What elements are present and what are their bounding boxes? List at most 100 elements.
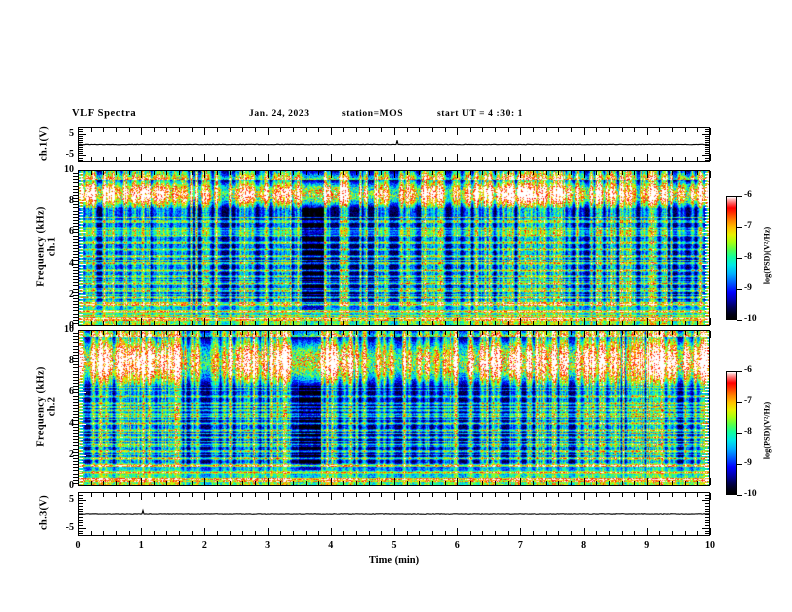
x-tick	[217, 493, 219, 497]
x-tick	[507, 157, 509, 161]
x-tick	[115, 493, 117, 497]
x-tick	[330, 128, 332, 135]
x-tick	[684, 128, 686, 132]
x-tick	[356, 331, 358, 335]
ch1-volt-y-tick	[705, 148, 709, 150]
x-tick	[621, 128, 623, 132]
x-tick	[381, 128, 383, 132]
x-tick	[153, 531, 155, 535]
x-tick	[634, 321, 636, 325]
x-tick	[330, 493, 332, 500]
ch2-freq-y-tick	[79, 429, 83, 431]
x-tick	[419, 157, 421, 161]
ch2-freq-y-tick	[705, 482, 709, 484]
ch1-freq-y-tick	[79, 176, 83, 178]
x-tick	[394, 493, 395, 500]
ch2-freq-y-tick	[705, 464, 709, 466]
x-tick-label: 3	[265, 540, 271, 551]
x-tick	[520, 128, 522, 135]
x-tick	[621, 531, 623, 535]
x-tick	[115, 321, 117, 325]
ch1-freq-y-tick	[79, 282, 83, 284]
ch3-volt-y-tick	[79, 505, 83, 507]
x-tick	[406, 481, 408, 485]
ch2-freq-y-tick	[79, 461, 83, 463]
ch1-colorbar-tick	[737, 258, 742, 259]
x-tick	[697, 531, 699, 535]
ch2-freq-y-tick	[705, 395, 709, 397]
x-tick-label: 7	[517, 540, 523, 551]
ch2-freq-y-tick	[79, 436, 83, 438]
ch1-freq-y-tick	[79, 260, 83, 262]
ch2-freq-y-tick-outer	[73, 451, 78, 453]
ch1-freq-y-tick	[79, 229, 83, 231]
x-tick	[596, 493, 598, 497]
x-tick	[356, 171, 358, 175]
ch2-freq-y-tick	[705, 457, 709, 459]
x-tick	[115, 531, 117, 535]
ch2-freq-y-tick-outer	[73, 336, 78, 338]
x-tick	[406, 321, 408, 325]
x-tick	[710, 493, 711, 500]
ch2-freq-y-tick	[79, 423, 86, 425]
x-tick	[495, 531, 497, 535]
ch2-freq-y-tick-outer	[73, 482, 78, 484]
ch2-freq-y-tick	[79, 386, 83, 388]
x-tick	[545, 128, 547, 132]
x-tick	[419, 331, 421, 335]
x-tick	[153, 481, 155, 485]
x-tick	[305, 493, 307, 497]
ch2-freq-y-tick	[79, 401, 83, 403]
ch1-volt-y-tick	[79, 146, 83, 148]
x-tick	[558, 331, 560, 335]
x-tick	[495, 128, 497, 132]
x-tick	[254, 481, 256, 485]
x-tick	[318, 493, 320, 497]
ch2-freq-y-tick-outer	[73, 423, 78, 425]
x-tick	[608, 157, 610, 161]
x-tick	[596, 531, 598, 535]
ch2-freq-y-tick	[79, 442, 83, 444]
ch1-freq-y-tick	[705, 301, 709, 303]
ch1-freq-y-tick-outer	[73, 322, 78, 324]
ch1-freq-y-tick-outer	[73, 254, 78, 256]
x-tick	[267, 331, 269, 338]
x-tick	[672, 157, 674, 161]
ch2-frequency-axis-label-line2: Frequency (kHz)	[35, 366, 47, 447]
x-tick	[103, 157, 105, 161]
x-tick	[469, 331, 471, 335]
x-tick	[520, 318, 522, 325]
ch2-colorbar-label: log(PSD)(V²/Hz)	[762, 401, 772, 460]
x-tick	[292, 481, 294, 485]
ch1-freq-y-tick	[705, 241, 709, 243]
ch1-freq-y-tick	[79, 319, 83, 321]
ch1-freq-y-tick-outer	[73, 185, 78, 187]
ch2-freq-y-tick	[705, 417, 709, 419]
x-tick	[356, 321, 358, 325]
ch2-freq-y-tick	[79, 408, 83, 409]
x-tick	[710, 528, 711, 535]
ch3-volt-y-tick	[705, 533, 709, 535]
ch1-freq-y-tick	[79, 297, 83, 299]
ch1-freq-y-tick-outer	[73, 282, 78, 284]
ch1-freq-y-tick-outer	[73, 263, 78, 265]
ch1-freq-y-tick	[705, 279, 709, 281]
ch2-freq-y-tick-outer	[73, 389, 78, 391]
ch2-freq-y-tick-outer	[73, 442, 78, 444]
x-tick	[672, 531, 674, 535]
x-tick	[697, 331, 699, 335]
x-tick	[482, 331, 484, 335]
ch1-freq-y-tick	[705, 213, 709, 215]
ch2-freq-y-tick	[705, 448, 709, 450]
x-tick	[482, 493, 484, 497]
x-tick	[646, 154, 648, 161]
x-tick	[469, 321, 471, 325]
x-tick	[78, 493, 79, 500]
ch1-freq-y-tick	[702, 263, 709, 265]
x-tick	[128, 157, 130, 161]
x-tick	[254, 157, 256, 161]
ch1-freq-y-tick-outer	[73, 173, 78, 175]
x-tick	[558, 493, 560, 497]
ch2-freq-y-tick	[705, 432, 709, 434]
x-tick	[646, 478, 648, 485]
